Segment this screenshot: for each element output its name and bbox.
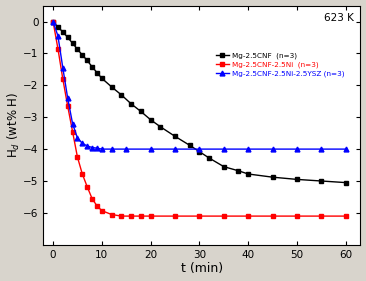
Mg-2.5CNF-2.5Ni  (n=3) [173, 214, 177, 218]
Mg-2.5CNF-2.5Ni  (n=3) [56, 47, 60, 50]
Mg-2.5CNF-2.5Ni-2.5YSZ (n=3) [61, 66, 65, 69]
Mg-2.5CNF  (n=3) [56, 26, 60, 29]
Mg-2.5CNF-2.5Ni-2.5YSZ (n=3) [95, 146, 99, 150]
Mg-2.5CNF  (n=3) [187, 144, 192, 147]
Mg-2.5CNF  (n=3) [197, 150, 202, 153]
Mg-2.5CNF-2.5Ni  (n=3) [85, 185, 89, 189]
Mg-2.5CNF  (n=3) [51, 20, 55, 23]
Mg-2.5CNF-2.5Ni-2.5YSZ (n=3) [270, 148, 275, 151]
Mg-2.5CNF  (n=3) [295, 178, 299, 181]
Mg-2.5CNF-2.5Ni  (n=3) [270, 214, 275, 218]
Mg-2.5CNF-2.5Ni  (n=3) [66, 104, 70, 108]
Mg-2.5CNF-2.5Ni  (n=3) [197, 214, 202, 218]
Mg-2.5CNF-2.5Ni  (n=3) [319, 214, 324, 218]
Mg-2.5CNF  (n=3) [95, 71, 99, 74]
Mg-2.5CNF-2.5Ni-2.5YSZ (n=3) [100, 148, 104, 151]
Mg-2.5CNF-2.5Ni  (n=3) [222, 214, 226, 218]
Mg-2.5CNF-2.5Ni-2.5YSZ (n=3) [51, 20, 55, 23]
Mg-2.5CNF-2.5Ni  (n=3) [100, 209, 104, 212]
Mg-2.5CNF  (n=3) [75, 47, 80, 51]
Mg-2.5CNF-2.5Ni  (n=3) [109, 213, 114, 216]
Mg-2.5CNF  (n=3) [85, 59, 89, 62]
Mg-2.5CNF-2.5Ni-2.5YSZ (n=3) [109, 148, 114, 151]
Mg-2.5CNF  (n=3) [149, 118, 153, 121]
Mg-2.5CNF  (n=3) [246, 172, 250, 176]
Mg-2.5CNF  (n=3) [319, 179, 324, 183]
Mg-2.5CNF  (n=3) [236, 169, 241, 173]
Mg-2.5CNF  (n=3) [70, 42, 75, 45]
Mg-2.5CNF  (n=3) [344, 181, 348, 184]
Mg-2.5CNF-2.5Ni-2.5YSZ (n=3) [80, 142, 85, 145]
Mg-2.5CNF  (n=3) [158, 125, 163, 128]
Mg-2.5CNF  (n=3) [66, 36, 70, 39]
Mg-2.5CNF-2.5Ni-2.5YSZ (n=3) [70, 122, 75, 125]
Mg-2.5CNF-2.5Ni-2.5YSZ (n=3) [75, 136, 80, 140]
Mg-2.5CNF-2.5Ni-2.5YSZ (n=3) [246, 148, 250, 151]
Mg-2.5CNF  (n=3) [129, 102, 133, 105]
Mg-2.5CNF-2.5Ni  (n=3) [149, 214, 153, 218]
Mg-2.5CNF-2.5Ni-2.5YSZ (n=3) [197, 148, 202, 151]
Legend: Mg-2.5CNF  (n=3), Mg-2.5CNF-2.5Ni  (n=3), Mg-2.5CNF-2.5Ni-2.5YSZ (n=3): Mg-2.5CNF (n=3), Mg-2.5CNF-2.5Ni (n=3), … [216, 52, 344, 77]
Y-axis label: H$_d$ (wt% H): H$_d$ (wt% H) [5, 92, 22, 158]
Line: Mg-2.5CNF-2.5Ni  (n=3): Mg-2.5CNF-2.5Ni (n=3) [51, 19, 348, 219]
Mg-2.5CNF-2.5Ni-2.5YSZ (n=3) [295, 148, 299, 151]
Mg-2.5CNF  (n=3) [80, 53, 85, 57]
Mg-2.5CNF  (n=3) [222, 165, 226, 168]
Mg-2.5CNF-2.5Ni-2.5YSZ (n=3) [222, 148, 226, 151]
Line: Mg-2.5CNF  (n=3): Mg-2.5CNF (n=3) [51, 19, 348, 185]
Mg-2.5CNF  (n=3) [90, 65, 94, 69]
X-axis label: t (min): t (min) [181, 262, 223, 275]
Mg-2.5CNF-2.5Ni  (n=3) [295, 214, 299, 218]
Mg-2.5CNF  (n=3) [109, 85, 114, 89]
Mg-2.5CNF-2.5Ni  (n=3) [95, 204, 99, 208]
Mg-2.5CNF-2.5Ni-2.5YSZ (n=3) [56, 34, 60, 38]
Mg-2.5CNF-2.5Ni  (n=3) [75, 155, 80, 159]
Line: Mg-2.5CNF-2.5Ni-2.5YSZ (n=3): Mg-2.5CNF-2.5Ni-2.5YSZ (n=3) [51, 19, 348, 151]
Mg-2.5CNF-2.5Ni-2.5YSZ (n=3) [124, 148, 128, 151]
Mg-2.5CNF-2.5Ni  (n=3) [246, 214, 250, 218]
Mg-2.5CNF-2.5Ni  (n=3) [119, 214, 124, 218]
Mg-2.5CNF-2.5Ni  (n=3) [70, 130, 75, 133]
Mg-2.5CNF  (n=3) [119, 93, 124, 97]
Text: 623 K: 623 K [324, 13, 354, 23]
Mg-2.5CNF  (n=3) [207, 156, 212, 160]
Mg-2.5CNF-2.5Ni  (n=3) [51, 20, 55, 23]
Mg-2.5CNF-2.5Ni-2.5YSZ (n=3) [85, 144, 89, 148]
Mg-2.5CNF-2.5Ni  (n=3) [80, 172, 85, 176]
Mg-2.5CNF  (n=3) [270, 176, 275, 179]
Mg-2.5CNF-2.5Ni  (n=3) [139, 214, 143, 218]
Mg-2.5CNF-2.5Ni-2.5YSZ (n=3) [149, 148, 153, 151]
Mg-2.5CNF-2.5Ni  (n=3) [344, 214, 348, 218]
Mg-2.5CNF-2.5Ni  (n=3) [90, 197, 94, 200]
Mg-2.5CNF-2.5Ni  (n=3) [61, 77, 65, 81]
Mg-2.5CNF-2.5Ni-2.5YSZ (n=3) [344, 148, 348, 151]
Mg-2.5CNF-2.5Ni-2.5YSZ (n=3) [90, 146, 94, 149]
Mg-2.5CNF  (n=3) [173, 135, 177, 138]
Mg-2.5CNF-2.5Ni-2.5YSZ (n=3) [319, 148, 324, 151]
Mg-2.5CNF  (n=3) [100, 77, 104, 80]
Mg-2.5CNF-2.5Ni-2.5YSZ (n=3) [173, 148, 177, 151]
Mg-2.5CNF  (n=3) [61, 30, 65, 33]
Mg-2.5CNF-2.5Ni-2.5YSZ (n=3) [66, 96, 70, 100]
Mg-2.5CNF-2.5Ni  (n=3) [129, 214, 133, 218]
Mg-2.5CNF  (n=3) [139, 110, 143, 113]
